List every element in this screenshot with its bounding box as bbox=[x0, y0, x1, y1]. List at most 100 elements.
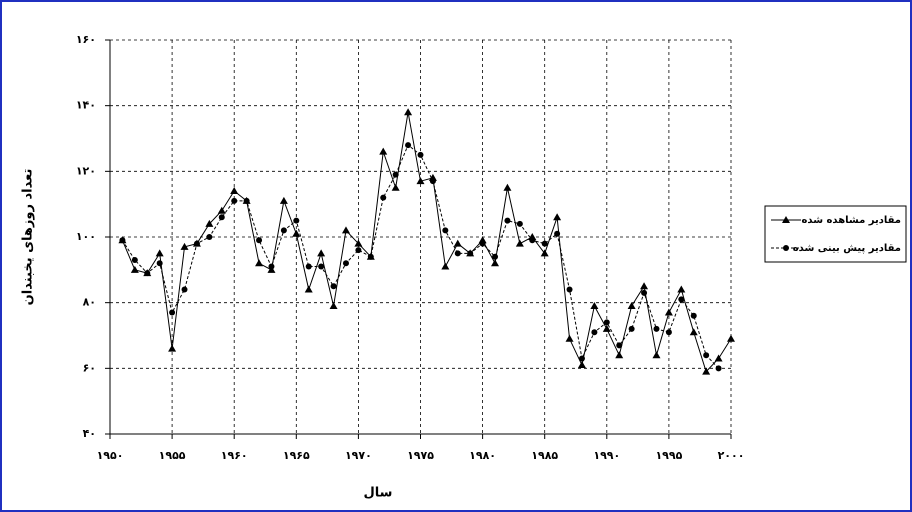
circle-marker bbox=[293, 217, 300, 224]
legend-box bbox=[764, 205, 907, 263]
x-tick-label: ۲۰۰۰ bbox=[718, 449, 745, 462]
circle-marker bbox=[454, 250, 461, 257]
y-tick-label: ۱۲۰ bbox=[76, 164, 96, 177]
triangle-marker bbox=[702, 367, 711, 375]
circle-marker bbox=[193, 240, 200, 247]
circle-marker bbox=[504, 217, 511, 224]
triangle-marker bbox=[615, 351, 624, 359]
circle-marker bbox=[268, 263, 275, 270]
x-tick-label: ۱۹۸۰ bbox=[469, 449, 496, 462]
circle-marker bbox=[442, 227, 449, 234]
y-tick-label: ۱۰۰ bbox=[76, 230, 96, 243]
x-tick-label: ۱۹۹۰ bbox=[593, 449, 620, 462]
circle-marker bbox=[342, 260, 349, 267]
y-tick-label: ۸۰ bbox=[83, 296, 96, 309]
y-tick-label: ۱۶۰ bbox=[76, 33, 96, 46]
circle-marker bbox=[578, 355, 585, 362]
x-axis-label: سال bbox=[364, 486, 393, 501]
circle-marker bbox=[392, 171, 399, 178]
y-axis-label: تعداد روزهای یخبندان bbox=[21, 169, 36, 306]
triangle-marker bbox=[180, 242, 189, 250]
circle-marker bbox=[653, 325, 660, 332]
triangle-marker bbox=[652, 351, 661, 359]
series-line bbox=[121, 112, 732, 373]
triangle-marker bbox=[540, 249, 549, 257]
triangle-marker bbox=[155, 249, 164, 257]
circle-marker bbox=[628, 325, 635, 332]
triangle-marker bbox=[292, 229, 301, 237]
x-tick-label: ۱۹۹۵ bbox=[655, 449, 682, 462]
circle-marker bbox=[566, 286, 573, 293]
circle-marker bbox=[156, 260, 163, 267]
y-tick-label: ۴۰ bbox=[83, 427, 96, 440]
circle-marker bbox=[479, 240, 486, 247]
circle-marker bbox=[703, 352, 710, 359]
triangle-marker bbox=[329, 301, 338, 309]
triangle-marker bbox=[416, 177, 425, 185]
circle-marker bbox=[405, 142, 412, 149]
circle-marker bbox=[783, 245, 789, 251]
circle-marker bbox=[231, 197, 238, 204]
circle-marker bbox=[131, 256, 138, 263]
triangle-marker bbox=[727, 334, 735, 342]
circle-marker bbox=[330, 283, 337, 290]
triangle-marker bbox=[714, 354, 723, 362]
circle-marker bbox=[119, 237, 126, 244]
x-tick-label: ۱۹۷۰ bbox=[345, 449, 372, 462]
circle-marker bbox=[280, 227, 287, 234]
x-tick-label: ۱۹۵۰ bbox=[97, 449, 124, 462]
x-tick-label: ۱۹۶۵ bbox=[283, 449, 310, 462]
triangle-marker bbox=[553, 213, 562, 221]
triangle-marker bbox=[217, 206, 226, 214]
triangle-marker bbox=[130, 265, 139, 273]
circle-marker bbox=[554, 230, 561, 237]
legend-label: مقادیر پیش بینی شده bbox=[793, 243, 901, 254]
circle-marker bbox=[591, 329, 598, 336]
circle-marker bbox=[355, 247, 362, 254]
circle-marker bbox=[429, 178, 436, 185]
triangle-marker bbox=[565, 334, 574, 342]
circle-marker bbox=[678, 296, 685, 303]
triangle-marker bbox=[205, 219, 214, 227]
triangle-marker bbox=[515, 239, 524, 247]
triangle-marker bbox=[577, 361, 586, 369]
circle-marker bbox=[417, 151, 424, 158]
triangle-marker bbox=[168, 344, 177, 352]
circle-marker bbox=[516, 220, 523, 227]
circle-marker bbox=[690, 312, 697, 319]
triangle-marker bbox=[255, 259, 264, 267]
circle-marker bbox=[144, 270, 151, 277]
x-tick-label: ۱۹۷۵ bbox=[407, 449, 434, 462]
triangle-marker bbox=[627, 301, 636, 309]
triangle-marker bbox=[304, 285, 313, 293]
triangle-marker bbox=[689, 328, 698, 336]
circle-marker bbox=[380, 194, 387, 201]
triangle-marker bbox=[379, 147, 388, 155]
circle-marker bbox=[665, 329, 672, 336]
circle-marker bbox=[467, 250, 474, 257]
legend-label: مقادیر مشاهده شده bbox=[802, 215, 901, 226]
triangle-marker bbox=[404, 108, 413, 116]
triangle-marker bbox=[230, 187, 239, 195]
triangle-marker bbox=[602, 324, 611, 332]
triangle-marker bbox=[317, 249, 326, 257]
circle-marker bbox=[541, 240, 548, 247]
x-tick-label: ۱۹۵۵ bbox=[159, 449, 186, 462]
x-tick-label: ۱۹۸۵ bbox=[531, 449, 558, 462]
triangle-marker bbox=[391, 183, 400, 191]
circle-marker bbox=[169, 309, 176, 316]
triangle-marker bbox=[354, 239, 363, 247]
circle-marker bbox=[218, 214, 225, 221]
circle-marker bbox=[603, 319, 610, 326]
circle-marker bbox=[492, 253, 499, 260]
triangle-marker bbox=[590, 301, 599, 309]
triangle-marker bbox=[664, 308, 673, 316]
circle-marker bbox=[529, 237, 536, 244]
triangle-marker bbox=[640, 282, 649, 290]
circle-marker bbox=[256, 237, 263, 244]
triangle-marker bbox=[491, 259, 500, 267]
triangle-marker bbox=[441, 262, 450, 270]
triangle-marker bbox=[453, 239, 462, 247]
